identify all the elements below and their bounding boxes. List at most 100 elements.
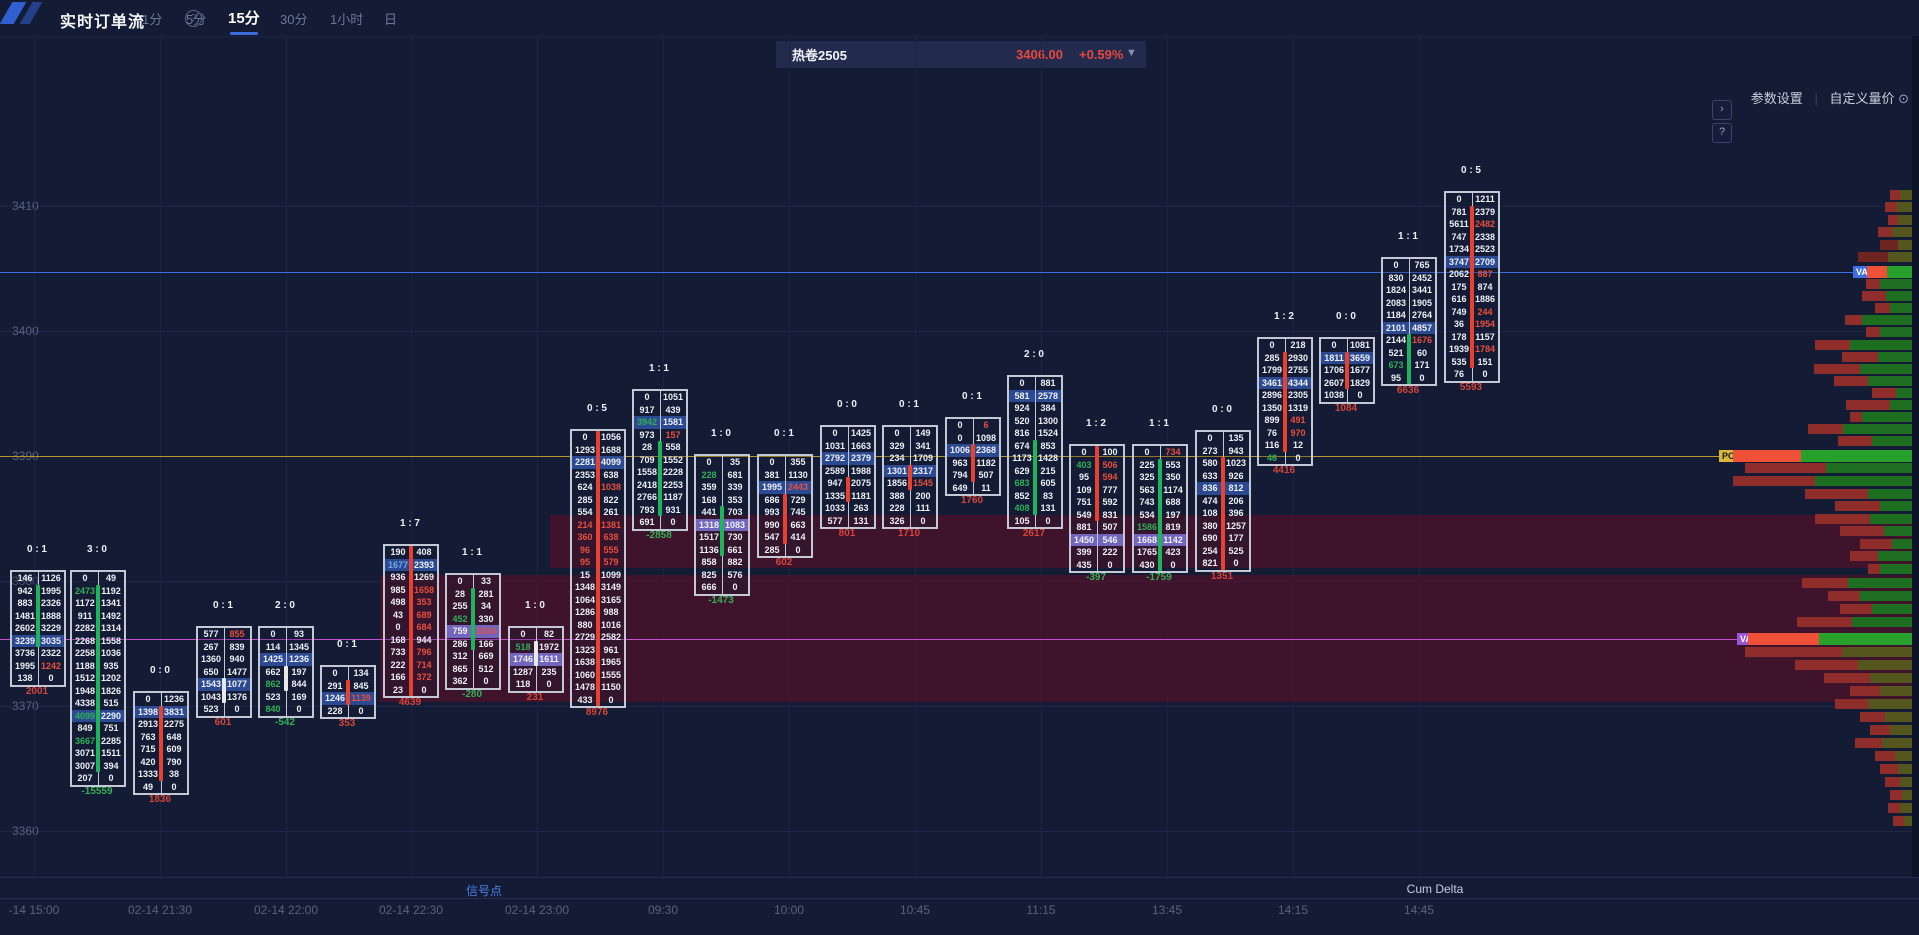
- help-side-button[interactable]: ?: [1712, 123, 1732, 143]
- profile-ask-bar: [1880, 564, 1912, 574]
- profile-row: [1890, 190, 1912, 200]
- profile-ask-bar: [1880, 686, 1912, 696]
- ask-volume: 1677: [1349, 365, 1371, 376]
- orderflow-box: 0 355 381 1130 1995 2443 686 729 993 745 990 663 547…: [757, 454, 813, 558]
- bid-volume: 0: [1331, 340, 1337, 351]
- bid-volume: 498: [390, 597, 406, 608]
- orderflow-row: 1558 2228: [634, 466, 686, 479]
- ask-volume: 423: [1165, 547, 1181, 558]
- bid-volume: 360: [577, 532, 593, 543]
- ask-volume: 3035: [40, 635, 62, 646]
- imbalance-header: 1 : 0: [524, 600, 545, 611]
- bid-volume: 2268: [74, 635, 96, 646]
- orderflow-row: 911 1492: [72, 610, 124, 623]
- tab-5分[interactable]: 5分: [186, 12, 207, 27]
- orderflow-row: 633 926: [1197, 470, 1249, 483]
- ask-volume: 4344: [1287, 377, 1309, 388]
- bid-volume: 0: [1269, 340, 1275, 351]
- bid-volume: 1512: [74, 673, 96, 684]
- orderflow-row: 0 93: [260, 628, 312, 641]
- symbol-bar[interactable]: 热卷2505 3406.00 +0.59% ▼: [776, 41, 1146, 68]
- symbol-price: 3406.00: [1016, 47, 1063, 62]
- tab-30分[interactable]: 30分: [280, 12, 308, 27]
- settings-button[interactable]: 参数设置: [1750, 91, 1803, 106]
- ask-volume: 1345: [288, 641, 310, 652]
- gear-icon[interactable]: ⊙: [1898, 91, 1909, 106]
- x-axis-label: 02-14 22:30: [378, 903, 444, 917]
- custom-volume-price-button[interactable]: 自定义量价: [1829, 91, 1895, 106]
- orderflow-row: 3667 2285: [72, 735, 124, 748]
- profile-ask-bar: [1868, 376, 1912, 386]
- ask-volume: 2368: [975, 445, 997, 456]
- ask-volume: 1139: [351, 693, 371, 704]
- profile-row: [1860, 539, 1912, 549]
- ask-volume: 822: [603, 494, 619, 505]
- bid-volume: 23: [392, 684, 403, 695]
- bid-volume: 547: [764, 532, 780, 543]
- orderflow-row: 312 669: [447, 650, 499, 663]
- ask-volume: 2322: [40, 648, 62, 659]
- bid-volume: 985: [390, 584, 406, 595]
- ask-volume: 0: [670, 517, 676, 528]
- ask-volume: 1888: [40, 610, 62, 621]
- bid-volume: 3071: [74, 748, 96, 759]
- ask-volume: 372: [416, 672, 432, 683]
- ask-volume: 609: [166, 744, 182, 755]
- orderflow-row: 2258 1036: [72, 647, 124, 660]
- ask-volume: 2228: [662, 467, 684, 478]
- tab-1分[interactable]: 1分: [142, 12, 163, 27]
- x-axis-label: 09:30: [647, 903, 679, 917]
- tab-1小时[interactable]: 1小时: [330, 12, 364, 27]
- orderflow-row: 2729 2582: [572, 631, 624, 644]
- ask-volume: 512: [478, 663, 494, 674]
- ask-volume: 396: [1228, 508, 1244, 519]
- orderflow-row: 2268 1558: [72, 635, 124, 648]
- bid-volume: 649: [952, 482, 968, 493]
- help-icon[interactable]: ?: [185, 10, 202, 27]
- ask-volume: 1187: [663, 492, 683, 503]
- bid-volume: 178: [1451, 331, 1467, 342]
- bid-volume: 1348: [574, 582, 596, 593]
- orderflow-row: 1136 661: [696, 544, 748, 557]
- bid-volume: 715: [140, 744, 156, 755]
- signal-point-label[interactable]: 信号点: [465, 884, 503, 898]
- val-line: [0, 639, 1737, 640]
- orderflow-row: 1188 935: [72, 660, 124, 673]
- ask-volume: 2253: [662, 479, 684, 490]
- orderflow-row: 452 330: [447, 613, 499, 626]
- orderflow-row: 549 831: [1071, 509, 1123, 522]
- expand-side-button[interactable]: ›: [1712, 100, 1732, 120]
- bid-volume: 709: [639, 454, 655, 465]
- candle-body: [1095, 446, 1099, 521]
- imbalance-header: 0 : 1: [773, 428, 794, 439]
- ask-volume: 1051: [662, 392, 684, 403]
- imbalance-header: 2 : 0: [274, 600, 295, 611]
- candle-body: [1470, 205, 1474, 368]
- ask-volume: 3659: [1349, 352, 1371, 363]
- orderflow-row: 0 1056: [572, 431, 624, 444]
- orderflow-row: 2282 1314: [72, 622, 124, 635]
- y-axis-label: 3380: [12, 574, 39, 588]
- orderflow-row: 666 0: [696, 581, 748, 594]
- orderflow-row: 883 2326: [12, 597, 64, 610]
- x-axis-label: 14:45: [1403, 903, 1435, 917]
- ask-volume: 1242: [40, 660, 62, 671]
- bid-volume: 616: [1451, 294, 1467, 305]
- ask-volume: 765: [1414, 260, 1430, 271]
- ask-volume: 1558: [100, 635, 122, 646]
- x-axis-label: -14 15:00: [8, 903, 60, 917]
- ask-volume: 1965: [600, 657, 622, 668]
- bid-volume: 0: [270, 629, 276, 640]
- ask-volume: 663: [790, 519, 806, 530]
- chevron-down-icon[interactable]: ▼: [1126, 47, 1137, 59]
- orderflow-row: 95 0: [1383, 372, 1435, 385]
- page-title: 实时订单流: [60, 14, 146, 31]
- tab-日[interactable]: 日: [384, 12, 398, 27]
- tab-15分[interactable]: 15分: [228, 7, 260, 35]
- orderflow-row: 523 0: [198, 703, 250, 716]
- profile-row: [1875, 751, 1912, 761]
- profile-row: [1795, 660, 1912, 670]
- orderflow-row: 763 648: [135, 731, 187, 744]
- ask-volume: 1300: [1037, 415, 1059, 426]
- orderflow-row: 673 171: [1383, 359, 1435, 372]
